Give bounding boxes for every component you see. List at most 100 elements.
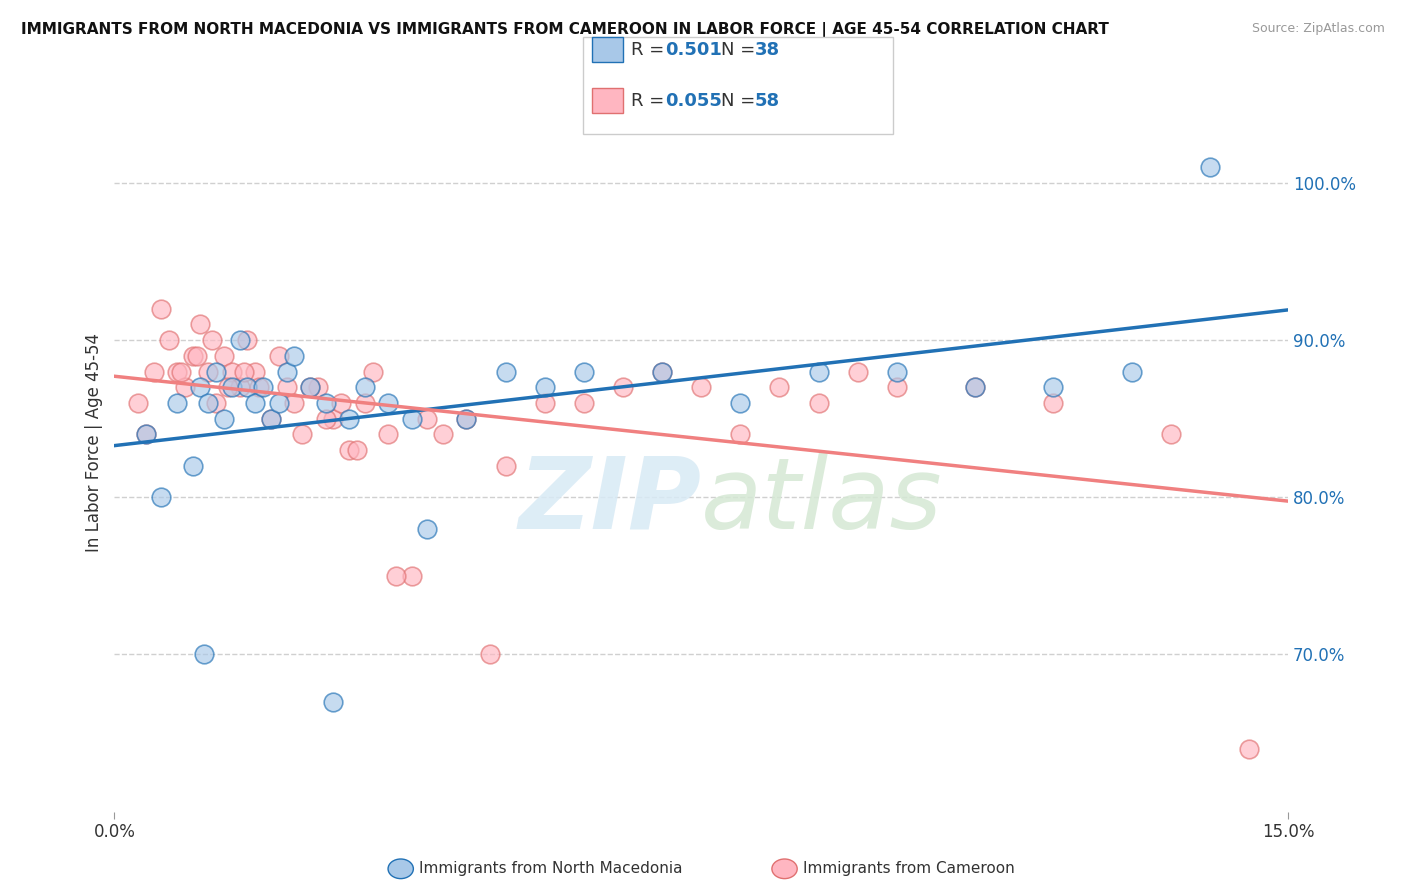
- Point: [193, 648, 215, 662]
- Point: [267, 349, 290, 363]
- Point: [495, 365, 517, 379]
- Point: [267, 396, 290, 410]
- Point: [330, 396, 353, 410]
- Point: [181, 458, 204, 473]
- Point: [807, 365, 830, 379]
- Point: [298, 380, 321, 394]
- Point: [283, 396, 305, 410]
- Point: [197, 396, 219, 410]
- Point: [228, 333, 250, 347]
- Point: [401, 411, 423, 425]
- Y-axis label: In Labor Force | Age 45-54: In Labor Force | Age 45-54: [86, 333, 103, 552]
- Text: Source: ZipAtlas.com: Source: ZipAtlas.com: [1251, 22, 1385, 36]
- Point: [298, 380, 321, 394]
- Point: [197, 365, 219, 379]
- Point: [963, 380, 986, 394]
- Point: [353, 380, 375, 394]
- Text: 58: 58: [755, 92, 780, 110]
- Point: [416, 522, 439, 536]
- Point: [236, 380, 259, 394]
- Point: [212, 349, 235, 363]
- Point: [432, 427, 454, 442]
- Point: [205, 396, 228, 410]
- Point: [1042, 380, 1064, 394]
- Text: ZIP: ZIP: [519, 453, 702, 549]
- Point: [186, 349, 208, 363]
- Text: N =: N =: [721, 92, 761, 110]
- Text: atlas: atlas: [702, 453, 943, 549]
- Point: [1160, 427, 1182, 442]
- Point: [221, 380, 243, 394]
- Point: [252, 380, 274, 394]
- Point: [190, 318, 212, 332]
- Point: [127, 396, 149, 410]
- Point: [963, 380, 986, 394]
- Point: [1121, 365, 1143, 379]
- Point: [157, 333, 180, 347]
- Point: [212, 411, 235, 425]
- Point: [245, 365, 267, 379]
- Point: [1198, 161, 1220, 175]
- Point: [232, 365, 254, 379]
- Point: [456, 411, 478, 425]
- Point: [181, 349, 204, 363]
- Text: N =: N =: [721, 41, 761, 59]
- Point: [276, 365, 298, 379]
- Point: [401, 569, 423, 583]
- Point: [377, 427, 399, 442]
- Point: [217, 380, 239, 394]
- Point: [190, 380, 212, 394]
- Point: [690, 380, 713, 394]
- Point: [533, 396, 555, 410]
- Point: [236, 333, 259, 347]
- Point: [276, 380, 298, 394]
- Point: [260, 411, 283, 425]
- Point: [572, 396, 595, 410]
- Point: [886, 380, 908, 394]
- Point: [166, 396, 188, 410]
- Point: [651, 365, 673, 379]
- Point: [730, 396, 752, 410]
- Point: [322, 411, 344, 425]
- Point: [173, 380, 195, 394]
- Point: [260, 411, 283, 425]
- Point: [730, 427, 752, 442]
- Point: [315, 411, 337, 425]
- Point: [886, 365, 908, 379]
- Point: [612, 380, 634, 394]
- Point: [135, 427, 157, 442]
- Point: [846, 365, 869, 379]
- Point: [337, 411, 360, 425]
- Point: [166, 365, 188, 379]
- Text: Immigrants from North Macedonia: Immigrants from North Macedonia: [419, 862, 682, 876]
- Point: [150, 301, 173, 316]
- Point: [456, 411, 478, 425]
- Point: [315, 396, 337, 410]
- Point: [201, 333, 224, 347]
- Point: [228, 380, 250, 394]
- Point: [533, 380, 555, 394]
- Point: [291, 427, 314, 442]
- Point: [205, 365, 228, 379]
- Point: [478, 648, 501, 662]
- Point: [495, 458, 517, 473]
- Point: [170, 365, 193, 379]
- Point: [221, 365, 243, 379]
- Point: [361, 365, 384, 379]
- Point: [245, 396, 267, 410]
- Point: [322, 694, 344, 708]
- Point: [1237, 741, 1260, 756]
- Point: [346, 443, 368, 458]
- Point: [247, 380, 270, 394]
- Point: [150, 490, 173, 504]
- Text: R =: R =: [631, 41, 671, 59]
- Point: [651, 365, 673, 379]
- Point: [768, 380, 790, 394]
- Text: IMMIGRANTS FROM NORTH MACEDONIA VS IMMIGRANTS FROM CAMEROON IN LABOR FORCE | AGE: IMMIGRANTS FROM NORTH MACEDONIA VS IMMIG…: [21, 22, 1109, 38]
- Text: 38: 38: [755, 41, 780, 59]
- Point: [572, 365, 595, 379]
- Point: [283, 349, 305, 363]
- Text: R =: R =: [631, 92, 671, 110]
- Text: Immigrants from Cameroon: Immigrants from Cameroon: [803, 862, 1015, 876]
- Point: [307, 380, 329, 394]
